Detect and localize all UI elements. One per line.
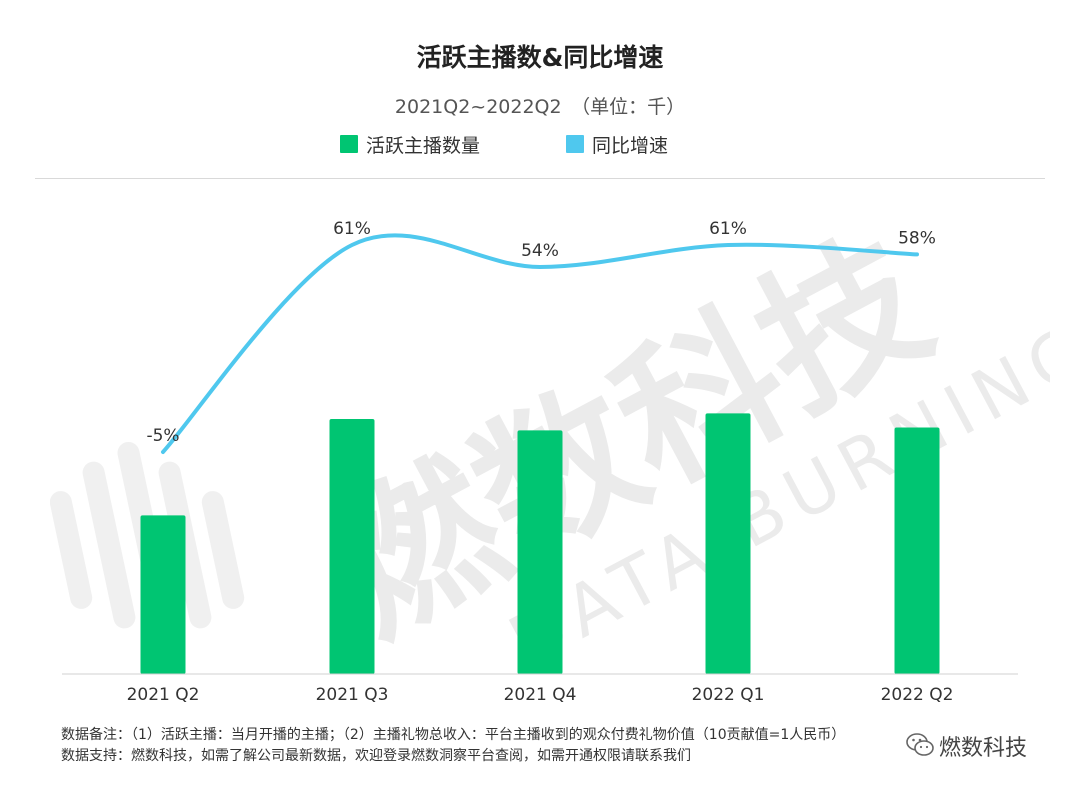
- brand-name: 燃数科技: [939, 736, 1028, 761]
- footer-note: 数据备注：（1）活跃主播：当月开播的主播；（2）主播礼物总收入：平台主播收到的观…: [61, 727, 846, 743]
- legend-swatch-bar: [340, 135, 358, 153]
- growth-rate-labels: -5% 61% 54% 61% 58%: [146, 219, 935, 446]
- growth-label-3: 61%: [709, 219, 747, 239]
- x-axis-ticks: 2021 Q2 2021 Q3 2021 Q4 2022 Q1 2022 Q2: [127, 685, 954, 705]
- growth-label-1: 61%: [333, 219, 371, 239]
- x-tick-label: 2022 Q1: [692, 685, 765, 705]
- wechat-icon: [906, 733, 934, 756]
- growth-label-2: 54%: [521, 241, 559, 261]
- x-tick-label: 2021 Q2: [127, 685, 200, 705]
- bar-2022-q1: [705, 413, 751, 674]
- bar-2021-q2: [140, 515, 186, 674]
- legend-swatch-line: [566, 135, 584, 153]
- bar-2022-q2: [894, 427, 940, 674]
- bar-2021-q4: [517, 430, 563, 674]
- growth-rate-line: [161, 233, 919, 454]
- x-tick-label: 2021 Q3: [316, 685, 389, 705]
- growth-label-4: 58%: [898, 228, 936, 248]
- chart-subtitle: 2021Q2~2022Q2 （单位：千）: [394, 96, 686, 118]
- bar-2021-q3: [329, 419, 375, 674]
- x-tick-label: 2021 Q4: [504, 685, 577, 705]
- bar-series: [140, 413, 940, 674]
- legend-label-line: 同比增速: [592, 135, 669, 157]
- footer-notes: 数据备注：（1）活跃主播：当月开播的主播；（2）主播礼物总收入：平台主播收到的观…: [61, 725, 845, 767]
- chart-title: 活跃主播数&同比增速: [416, 43, 664, 72]
- legend-label-bar: 活跃主播数量: [366, 135, 481, 157]
- header-divider: [35, 178, 1045, 179]
- legend: 活跃主播数量 同比增速: [0, 130, 1080, 158]
- x-tick-label: 2022 Q2: [881, 685, 954, 705]
- footer-support: 数据支持：燃数科技，如需了解公司最新数据，欢迎登录燃数洞察平台查阅，如需开通权限…: [61, 748, 691, 764]
- growth-label-0: -5%: [146, 426, 179, 446]
